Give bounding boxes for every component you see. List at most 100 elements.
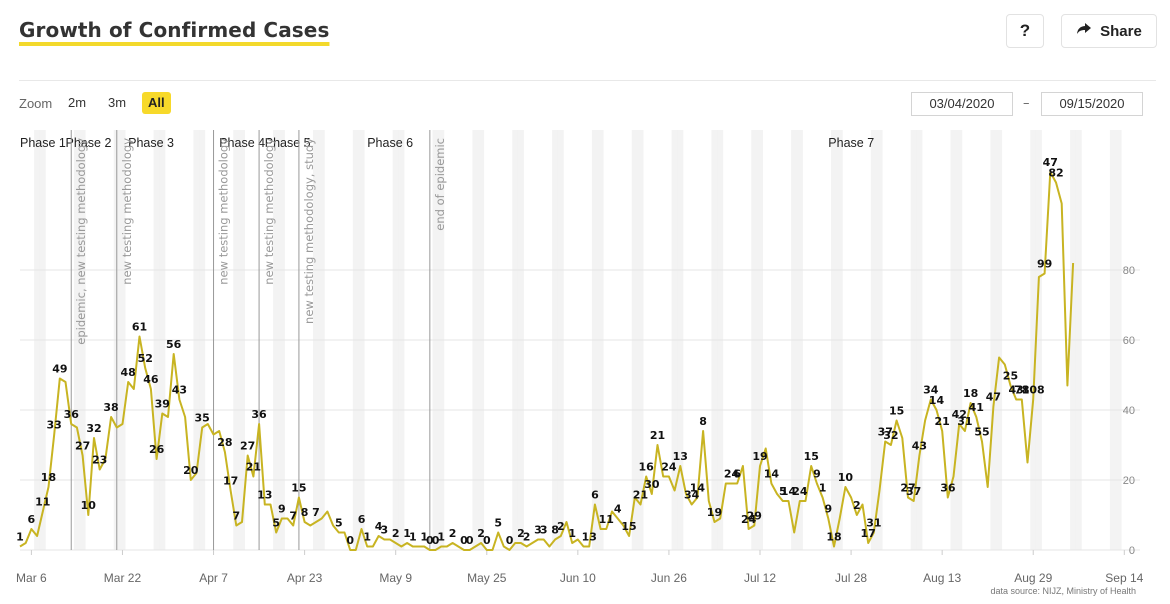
zoom-2m-button[interactable]: 2m bbox=[68, 95, 87, 110]
data-label: 3 bbox=[534, 524, 542, 537]
page-title: Growth of Confirmed Cases bbox=[19, 18, 330, 42]
data-label: 1 bbox=[409, 531, 417, 544]
data-label: 1 bbox=[568, 527, 576, 540]
data-label: 34 bbox=[923, 384, 939, 397]
data-label: 18 bbox=[963, 387, 978, 400]
data-label: 24 bbox=[661, 461, 677, 474]
help-button[interactable]: ? bbox=[1006, 14, 1044, 48]
phase-label: Phase 2 bbox=[66, 136, 112, 150]
data-label: 14 bbox=[764, 468, 780, 481]
data-label: 20 bbox=[183, 464, 199, 477]
data-label: 8 bbox=[699, 415, 707, 428]
x-tick-label: Apr 7 bbox=[199, 571, 228, 585]
date-to-input[interactable]: 09/15/2020 bbox=[1041, 92, 1143, 116]
data-label: 0 bbox=[506, 534, 514, 547]
data-label: 13 bbox=[582, 531, 597, 544]
data-label: 9 bbox=[813, 468, 821, 481]
data-label: 9 bbox=[278, 503, 286, 516]
data-label: 5 bbox=[779, 485, 787, 498]
data-label: 17 bbox=[860, 527, 875, 540]
x-tick-label: Apr 23 bbox=[287, 571, 323, 585]
data-label: 15 bbox=[804, 450, 819, 463]
x-tick-label: May 25 bbox=[467, 571, 507, 585]
event-label: new testing methodology bbox=[262, 138, 276, 285]
date-from-input[interactable]: 03/04/2020 bbox=[911, 92, 1013, 116]
data-label: 39 bbox=[155, 398, 170, 411]
data-label: 27 bbox=[75, 440, 90, 453]
data-source: data source: NIJZ, Ministry of Health bbox=[990, 586, 1136, 596]
data-label: 2 bbox=[557, 520, 565, 533]
data-label: 21 bbox=[650, 429, 665, 442]
data-label: 10 bbox=[838, 471, 854, 484]
event-label: new testing methodology, study bbox=[302, 138, 316, 324]
data-label: 15 bbox=[621, 520, 636, 533]
x-tick-label: Jun 26 bbox=[651, 571, 687, 585]
data-label: 7 bbox=[289, 510, 297, 523]
data-label: 24 bbox=[741, 513, 757, 526]
data-label: 4 bbox=[375, 520, 383, 533]
data-label: 6 bbox=[358, 513, 366, 526]
x-tick-label: Aug 13 bbox=[923, 571, 961, 585]
data-label: 23 bbox=[92, 454, 107, 467]
zoom-3m-button[interactable]: 3m bbox=[108, 95, 127, 110]
data-label: 1 bbox=[420, 531, 428, 544]
data-label: 21 bbox=[934, 415, 949, 428]
data-label: 0 bbox=[426, 534, 434, 547]
data-label: 6 bbox=[591, 489, 599, 502]
data-label: 21 bbox=[246, 461, 261, 474]
data-label: 0 bbox=[432, 534, 440, 547]
x-tick-label: May 9 bbox=[379, 571, 412, 585]
y-tick-label: 80 bbox=[1123, 265, 1135, 277]
date-separator: – bbox=[1023, 96, 1030, 111]
data-label: 24 bbox=[792, 485, 808, 498]
phase-label: Phase 7 bbox=[828, 136, 874, 150]
data-label: 43 bbox=[912, 440, 927, 453]
data-label: 82 bbox=[1048, 167, 1063, 180]
data-label: 13 bbox=[673, 450, 688, 463]
phase-label: Phase 1 bbox=[20, 136, 66, 150]
data-label: 7 bbox=[232, 510, 240, 523]
data-label: 3 bbox=[380, 524, 388, 537]
data-label: 8 bbox=[301, 506, 309, 519]
data-label: 1 bbox=[403, 527, 411, 540]
data-label: 28 bbox=[217, 436, 232, 449]
data-label: 0 bbox=[460, 534, 468, 547]
x-tick-label: Jul 12 bbox=[744, 571, 776, 585]
data-label: 2 bbox=[517, 527, 525, 540]
data-label: 0 bbox=[466, 534, 474, 547]
data-label: 30 bbox=[644, 478, 660, 491]
data-label: 49 bbox=[52, 363, 67, 376]
data-label: 99 bbox=[1037, 258, 1052, 271]
x-tick-label: Aug 29 bbox=[1014, 571, 1052, 585]
x-tick-label: Mar 6 bbox=[16, 571, 47, 585]
zoom-all-button[interactable]: All bbox=[142, 92, 171, 114]
x-tick-label: Sep 14 bbox=[1105, 571, 1143, 585]
y-tick-label: 20 bbox=[1123, 475, 1135, 487]
data-label: 41 bbox=[969, 401, 984, 414]
data-label: 1 bbox=[363, 531, 371, 544]
data-label: 31 bbox=[957, 415, 972, 428]
data-label: 8 bbox=[551, 524, 559, 537]
data-label: 37 bbox=[906, 485, 921, 498]
data-label: 27 bbox=[900, 482, 915, 495]
data-label: 24 bbox=[724, 468, 740, 481]
data-label: 21 bbox=[633, 489, 648, 502]
data-label: 0 bbox=[346, 534, 354, 547]
data-label: 33 bbox=[46, 419, 61, 432]
data-label: 2 bbox=[392, 527, 400, 540]
event-label: epidemic, new testing methodology bbox=[74, 138, 88, 345]
data-label: 25 bbox=[1003, 370, 1018, 383]
data-label: 15 bbox=[291, 482, 306, 495]
data-label: 18 bbox=[41, 471, 56, 484]
share-button[interactable]: Share bbox=[1061, 14, 1157, 48]
data-label: 4 bbox=[614, 503, 622, 516]
data-label: 46 bbox=[143, 373, 159, 386]
data-label: 19 bbox=[707, 506, 722, 519]
data-label: 6 bbox=[733, 468, 741, 481]
data-label: 47 bbox=[1043, 156, 1058, 169]
data-label: 43 bbox=[172, 384, 187, 397]
data-label: 5 bbox=[494, 517, 502, 530]
phase-label: Phase 6 bbox=[367, 136, 413, 150]
data-label: 10 bbox=[81, 499, 97, 512]
data-label: 6 bbox=[28, 513, 36, 526]
